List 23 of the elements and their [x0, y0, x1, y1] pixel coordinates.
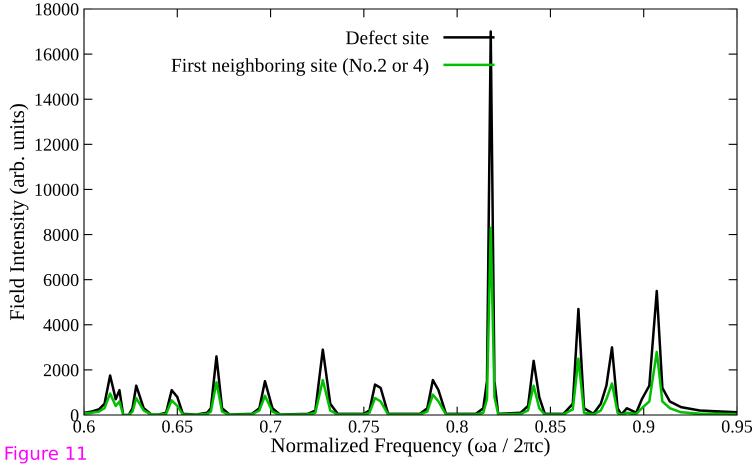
y-tick-label: 2000 [44, 364, 78, 376]
legend-label: First neighboring site (No.2 or 4) [172, 58, 428, 76]
x-tick-label: 0.75 [348, 420, 379, 433]
x-tick-label: 0.9 [633, 420, 654, 433]
y-tick-label: 4000 [43, 319, 78, 332]
x-tick-label: 0.65 [162, 420, 192, 433]
y-tick-label: 16000 [36, 48, 78, 61]
y-tick-label: 6000 [44, 274, 78, 286]
y-tick-label: 0 [70, 409, 78, 422]
y-tick-label: 8000 [44, 228, 78, 241]
x-tick-label: 0.85 [535, 420, 566, 433]
x-tick-label: 0.8 [446, 420, 468, 433]
y-tick-label: 12000 [36, 138, 78, 151]
y-tick-label: 18000 [36, 3, 78, 16]
legend-label: Defect site [346, 30, 428, 44]
x-tick-label: 0.95 [722, 420, 752, 433]
y-tick-label: 10000 [36, 184, 78, 196]
caption: Figure 11 [6, 446, 86, 464]
y-axis-title: Field Intensity (arb. units) [9, 104, 28, 320]
y-tick-label: 14000 [36, 93, 78, 106]
x-tick-label: 0.7 [260, 420, 282, 433]
x-tick-label: 0.6 [73, 420, 95, 433]
x-axis-title: Normalized Frequency (ωa / 2πc) [271, 438, 550, 457]
